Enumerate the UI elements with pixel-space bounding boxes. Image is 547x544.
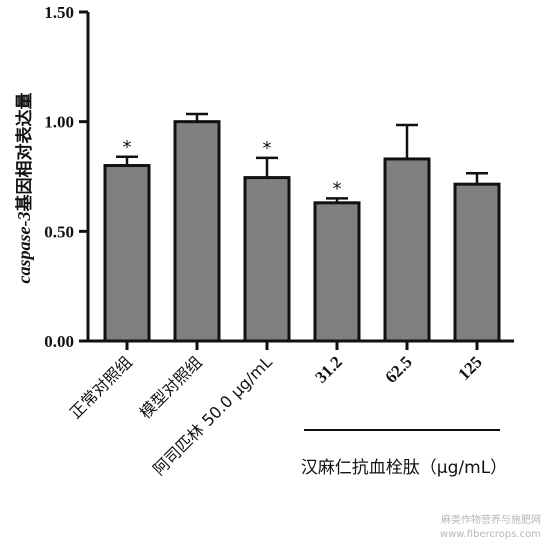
x-tick-label: 31.2 [311,352,345,386]
x-tick-label: 125 [454,352,485,383]
y-tick-label: 1.50 [44,3,74,22]
x-tick-label: 62.5 [381,352,415,386]
bar [103,164,151,343]
y-tick-label: 0.50 [44,222,74,241]
watermark-url: www.fibercrops.com [439,529,541,540]
bar [313,201,361,343]
x-axis [87,339,514,350]
group-label: 汉麻仁抗血栓肽（μg/mL） [301,458,507,478]
y-tick-label: 0.00 [44,332,74,351]
bar [383,157,431,343]
x-tick-label: 阿司匹林 50.0 μg/mL [149,352,276,479]
x-tick-label: 正常对照组 [66,352,136,422]
significance-star: * [333,178,342,199]
y-tick-label: 1.00 [44,113,74,132]
x-tick-label: 模型对照组 [136,352,206,422]
significance-star: * [263,138,272,159]
significance-star: * [123,137,132,158]
bars [103,120,501,343]
watermark: 麻类作物营养与施肥网 [441,515,541,526]
bar [243,176,291,343]
bar [173,120,221,343]
y-axis-label: caspase-3基因相对表达量 [14,93,35,284]
significance-marks: * * * [123,137,342,200]
y-axis: 0.00 0.50 1.00 1.50 [44,3,90,351]
error-bars [116,112,488,203]
bar [453,182,501,343]
